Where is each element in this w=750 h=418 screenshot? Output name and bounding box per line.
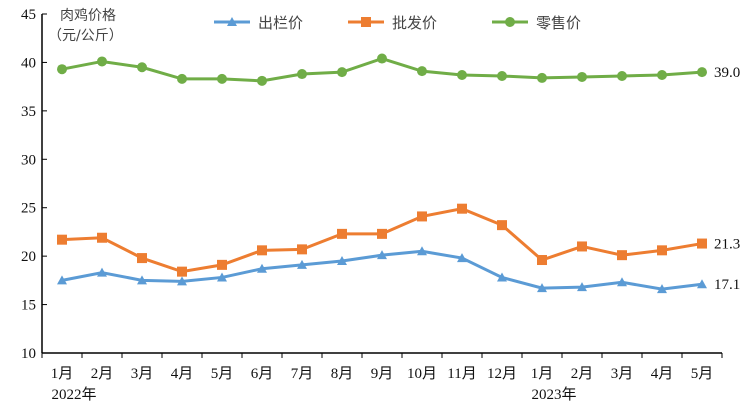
data-point xyxy=(657,245,667,256)
data-point xyxy=(617,250,627,261)
x-tick-label: 2月 xyxy=(91,366,114,382)
data-point xyxy=(97,267,107,277)
data-point xyxy=(497,70,507,81)
legend-label: 批发价 xyxy=(392,14,437,32)
data-point xyxy=(697,279,707,289)
data-point xyxy=(217,73,227,84)
y-axis-title-line1: 肉鸡价格 xyxy=(60,7,116,24)
end-value-label: 39.0 xyxy=(714,65,740,81)
data-point xyxy=(217,272,227,282)
data-point xyxy=(577,71,587,82)
x-tick-label: 3月 xyxy=(611,366,634,382)
legend-label: 出栏价 xyxy=(258,14,303,32)
data-point xyxy=(417,66,427,77)
x-tick-label: 7月 xyxy=(291,366,314,382)
data-point xyxy=(57,275,67,285)
data-point xyxy=(217,259,227,270)
legend-marker xyxy=(227,17,237,26)
x-tick-label: 9月 xyxy=(371,366,394,382)
series-line xyxy=(61,207,703,274)
data-point xyxy=(537,283,547,293)
data-point xyxy=(57,234,67,245)
series-0: 17.1 xyxy=(57,246,740,293)
data-point xyxy=(257,245,267,256)
year-label-2023: 2023年 xyxy=(531,386,576,403)
y-tick-label: 30 xyxy=(21,152,36,168)
x-tick-label: 2月 xyxy=(571,366,594,382)
end-value-label: 17.1 xyxy=(714,277,740,293)
data-point xyxy=(97,232,107,243)
series-2: 39.0 xyxy=(57,53,740,86)
data-point xyxy=(417,211,427,222)
legend-label: 零售价 xyxy=(536,14,581,32)
data-point xyxy=(377,53,387,64)
data-point xyxy=(537,72,547,83)
y-tick-label: 10 xyxy=(21,346,36,362)
y-tick-label: 25 xyxy=(21,201,36,217)
data-point xyxy=(137,275,147,285)
data-point xyxy=(417,246,427,256)
x-tick-label: 5月 xyxy=(211,366,234,382)
y-tick-label: 35 xyxy=(21,104,36,120)
data-point xyxy=(617,277,627,287)
legend-marker xyxy=(361,17,371,27)
x-tick-label: 1月 xyxy=(531,366,554,382)
data-point xyxy=(577,282,587,292)
data-point xyxy=(577,241,587,252)
data-point xyxy=(457,253,467,263)
data-point xyxy=(377,228,387,239)
data-point xyxy=(257,75,267,86)
data-point xyxy=(337,255,347,265)
data-point xyxy=(697,67,707,78)
x-tick-label: 10月 xyxy=(407,366,437,382)
y-tick-label: 20 xyxy=(21,249,36,265)
x-tick-label: 12月 xyxy=(487,366,517,382)
data-point xyxy=(297,244,307,255)
data-point xyxy=(657,284,667,294)
series-1: 21.3 xyxy=(57,203,740,277)
data-point xyxy=(377,250,387,260)
legend-marker xyxy=(505,17,515,27)
x-tick-label: 1月 xyxy=(51,366,74,382)
x-tick-label: 5月 xyxy=(691,366,714,382)
data-point xyxy=(537,255,547,266)
data-point xyxy=(497,220,507,231)
x-tick-label: 3月 xyxy=(131,366,154,382)
data-point xyxy=(297,259,307,269)
data-point xyxy=(457,70,467,81)
legend-item-1: 批发价 xyxy=(348,14,437,32)
data-point xyxy=(257,263,267,273)
x-tick-label: 4月 xyxy=(651,366,674,382)
data-point xyxy=(617,70,627,81)
y-axis-title-line2: （元/公斤） xyxy=(48,28,123,44)
y-tick-label: 40 xyxy=(21,55,36,71)
x-tick-label: 11月 xyxy=(447,366,476,382)
data-point xyxy=(177,73,187,84)
legend-item-2: 零售价 xyxy=(492,14,581,32)
data-point xyxy=(177,266,187,277)
data-point xyxy=(497,272,507,282)
data-point xyxy=(297,69,307,80)
y-tick-label: 15 xyxy=(21,298,36,314)
data-point xyxy=(97,56,107,67)
y-tick-label: 45 xyxy=(21,7,36,23)
data-point xyxy=(337,228,347,239)
data-point xyxy=(137,62,147,73)
x-tick-label: 4月 xyxy=(171,366,194,382)
year-label-2022: 2022年 xyxy=(51,386,96,403)
data-point xyxy=(337,67,347,78)
x-tick-label: 8月 xyxy=(331,366,354,382)
legend-item-0: 出栏价 xyxy=(214,14,303,32)
x-tick-label: 6月 xyxy=(251,366,274,382)
end-value-label: 21.3 xyxy=(714,237,740,253)
data-point xyxy=(457,203,467,214)
data-point xyxy=(137,253,147,264)
data-point xyxy=(177,276,187,286)
data-point xyxy=(57,64,67,75)
data-point xyxy=(697,238,707,249)
data-point xyxy=(657,70,667,81)
